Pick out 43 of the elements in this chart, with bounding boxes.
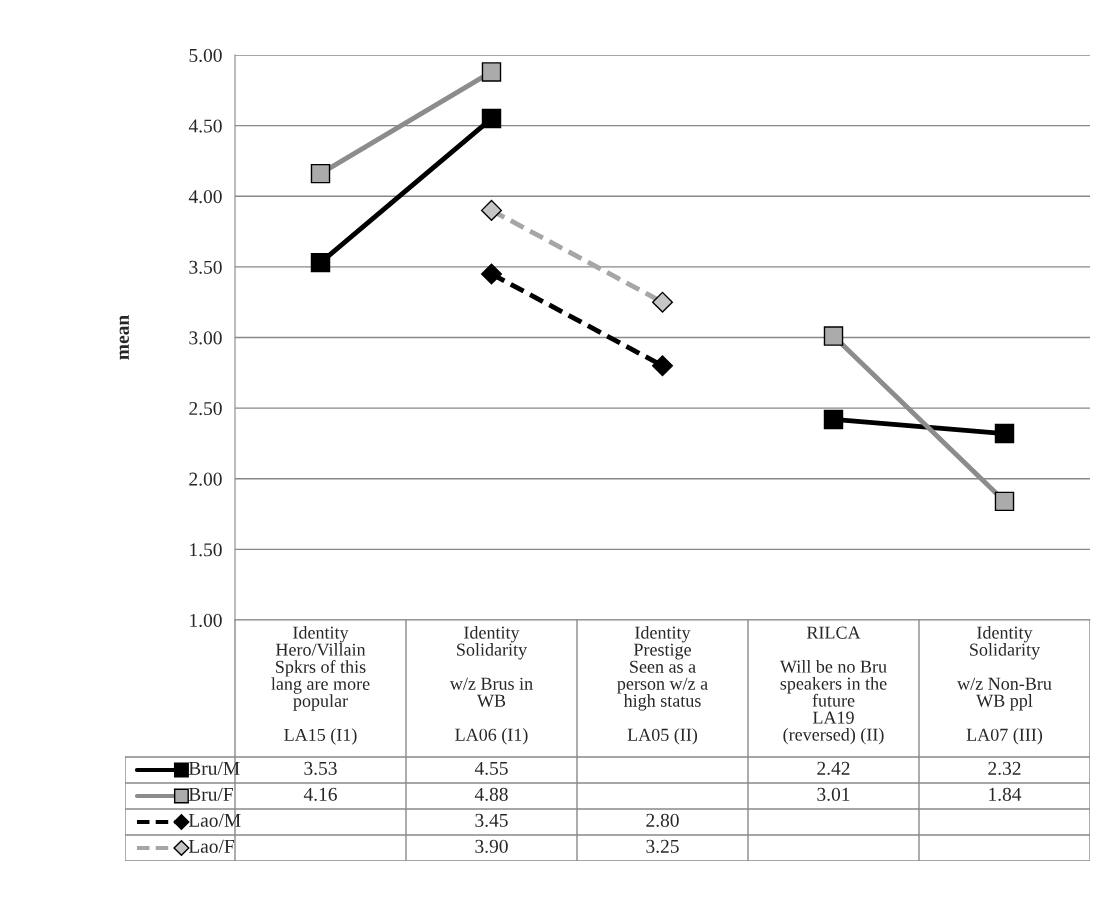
y-tick-label: 1.50 xyxy=(190,543,222,557)
data-label: 4.88 xyxy=(474,787,508,801)
legend-label: Lao/M xyxy=(188,813,241,827)
y-tick-label: 1.00 xyxy=(190,613,222,628)
x-tick-label: Identity Prestige Seen as a person w/z a high status LA05 (II) xyxy=(617,626,708,745)
point xyxy=(480,263,503,285)
data-label: 4.16 xyxy=(303,787,337,801)
y-tick-label: 5.00 xyxy=(189,48,222,63)
point xyxy=(651,291,674,313)
point xyxy=(480,199,503,221)
x-tick-label: RILCA Will be no Bru speakers in the future LA19 (reversed) (II) xyxy=(779,626,887,745)
y-tick-label: 2.00 xyxy=(189,472,222,486)
data-label: 2.32 xyxy=(988,761,1021,775)
x-tick-label: Identity Solidarity w/z Brus in WB LA06 (I1) xyxy=(449,626,533,745)
point xyxy=(823,326,844,346)
y-tick-label: 3.00 xyxy=(189,331,222,345)
y-axis-title: mean xyxy=(119,315,129,360)
data-label: 3.01 xyxy=(817,787,850,801)
point xyxy=(310,163,331,184)
point xyxy=(994,491,1015,512)
y-tick-label: 3.50 xyxy=(189,260,222,274)
point xyxy=(994,423,1015,444)
x-tick-label: Identity Solidarity w/z Non-Bru WB ppl LA07 (III) xyxy=(957,626,1052,745)
point xyxy=(823,409,844,430)
data-label: 3.53 xyxy=(304,761,337,775)
point xyxy=(310,252,331,273)
legend-label: Lao/F xyxy=(188,839,235,853)
point xyxy=(481,108,502,129)
point xyxy=(481,62,502,82)
data-label: 2.80 xyxy=(646,813,679,827)
data-label: 2.42 xyxy=(817,761,850,775)
x-tick-label: Identity Hero/Villain Spkrs of this lang are more popular LA15 (I1) xyxy=(271,626,370,745)
y-tick-label: 4.50 xyxy=(188,119,222,133)
y-tick-label: 4.00 xyxy=(188,190,222,204)
legend-label: Bru/M xyxy=(188,761,240,775)
data-label: 4.55 xyxy=(474,761,508,775)
point xyxy=(651,355,674,377)
data-label: 1.84 xyxy=(989,787,1022,801)
legend-label: Bru/F xyxy=(188,787,233,801)
y-tick-label: 2.50 xyxy=(189,401,222,416)
data-label: 3.90 xyxy=(475,839,508,853)
data-label: 3.45 xyxy=(475,813,508,827)
data-label: 3.25 xyxy=(646,839,679,853)
